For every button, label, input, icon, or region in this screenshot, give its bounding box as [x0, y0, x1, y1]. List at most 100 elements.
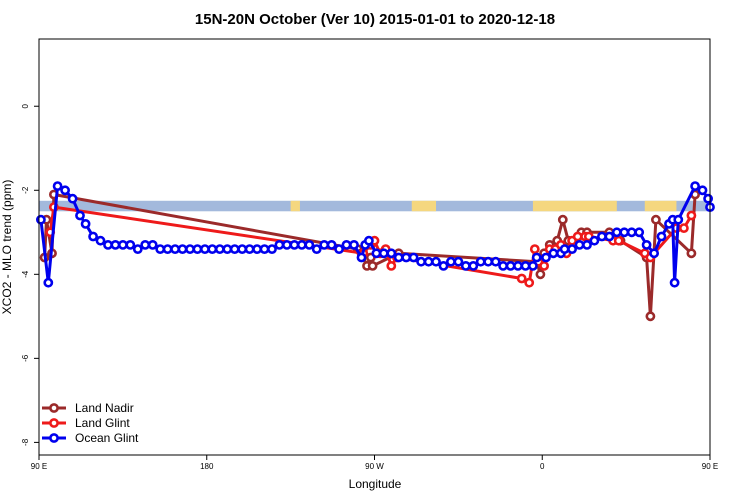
data-point	[408, 252, 419, 263]
data-point	[386, 248, 397, 259]
data-point	[431, 256, 441, 267]
data-point	[281, 239, 292, 250]
data-point	[349, 239, 359, 250]
legend-swatch-marker	[49, 433, 59, 443]
data-point	[140, 239, 151, 250]
data-point	[75, 210, 85, 221]
data-point	[634, 227, 645, 238]
data-point	[548, 248, 559, 259]
data-point	[36, 214, 46, 225]
y-axis-label: XCO2 - MLO trend (ppm)	[0, 180, 14, 315]
data-point	[177, 244, 188, 254]
data-point	[207, 244, 218, 254]
y-tick-label: -6	[21, 354, 30, 362]
data-point	[460, 260, 471, 271]
data-point	[589, 235, 600, 246]
y-axis: 0 -2 -4 -6 -8	[21, 103, 39, 446]
y-tick-label: -2	[21, 186, 30, 194]
data-point	[311, 244, 322, 254]
series-layer	[36, 181, 715, 322]
data-point	[67, 193, 78, 204]
data-point	[304, 239, 315, 250]
data-point	[267, 244, 277, 254]
data-point	[416, 256, 426, 267]
land-band-segment	[532, 200, 617, 212]
data-point	[438, 260, 449, 271]
data-point	[611, 227, 622, 238]
data-point	[468, 260, 479, 271]
data-point	[60, 185, 70, 196]
land-band-segment	[290, 200, 300, 212]
data-point	[244, 244, 255, 254]
data-point	[669, 277, 680, 288]
series-ocean-glint	[36, 181, 715, 288]
data-point	[192, 244, 203, 254]
data-point	[52, 181, 63, 191]
data-point	[326, 239, 337, 250]
data-point	[125, 239, 136, 250]
data-point	[95, 235, 106, 246]
data-point	[162, 244, 173, 254]
data-point	[80, 218, 91, 229]
data-point	[531, 252, 542, 263]
data-point	[445, 256, 456, 267]
data-point	[697, 185, 708, 196]
data-point	[690, 181, 700, 191]
data-point	[475, 256, 486, 267]
data-point	[296, 239, 307, 250]
legend-label: Land Nadir	[75, 401, 134, 415]
data-point	[673, 214, 684, 225]
data-point	[559, 244, 570, 254]
data-point	[393, 252, 404, 263]
x-tick-label: 90 E	[702, 462, 718, 471]
data-point	[679, 223, 689, 233]
land-ocean-band	[39, 200, 710, 212]
data-point	[539, 260, 549, 271]
data-point	[341, 239, 352, 250]
data-point	[356, 252, 367, 263]
data-point	[645, 311, 656, 322]
data-point	[363, 235, 374, 246]
legend-item: Land Glint	[42, 416, 130, 430]
chart-title: 15N-20N October (Ver 10) 2015-01-01 to 2…	[195, 11, 555, 28]
data-point	[483, 256, 494, 267]
data-point	[604, 231, 615, 242]
data-point	[649, 248, 659, 259]
data-point	[582, 239, 592, 250]
x-tick-label: 90 E	[31, 462, 47, 471]
x-tick-label: 180	[200, 462, 214, 471]
data-point	[567, 244, 577, 254]
legend-swatch-marker	[49, 403, 59, 413]
x-tick-label: 0	[540, 462, 545, 471]
data-point	[516, 273, 527, 284]
data-point	[110, 239, 121, 250]
data-point	[378, 248, 389, 259]
data-point	[88, 231, 98, 242]
data-point	[529, 244, 540, 254]
legend-swatch-marker	[49, 418, 59, 428]
data-point	[490, 256, 501, 267]
data-point	[597, 231, 607, 242]
legend-label: Ocean Glint	[75, 431, 139, 445]
legend-item: Ocean Glint	[42, 431, 139, 445]
data-point	[686, 248, 697, 259]
y-tick-label: 0	[21, 103, 30, 108]
ocean-band	[39, 200, 710, 212]
data-point	[498, 260, 508, 271]
data-point	[132, 244, 143, 254]
data-point	[535, 269, 546, 280]
data-point	[274, 239, 285, 250]
data-point	[524, 277, 535, 288]
data-point	[528, 260, 538, 271]
y-tick-label: -4	[21, 270, 30, 278]
data-point	[613, 235, 624, 246]
data-point	[703, 193, 713, 204]
data-point	[656, 231, 667, 242]
data-point	[453, 256, 464, 267]
land-band-segment	[644, 200, 677, 212]
data-point	[147, 239, 158, 250]
data-point	[574, 239, 585, 250]
legend-label: Land Glint	[75, 416, 130, 430]
